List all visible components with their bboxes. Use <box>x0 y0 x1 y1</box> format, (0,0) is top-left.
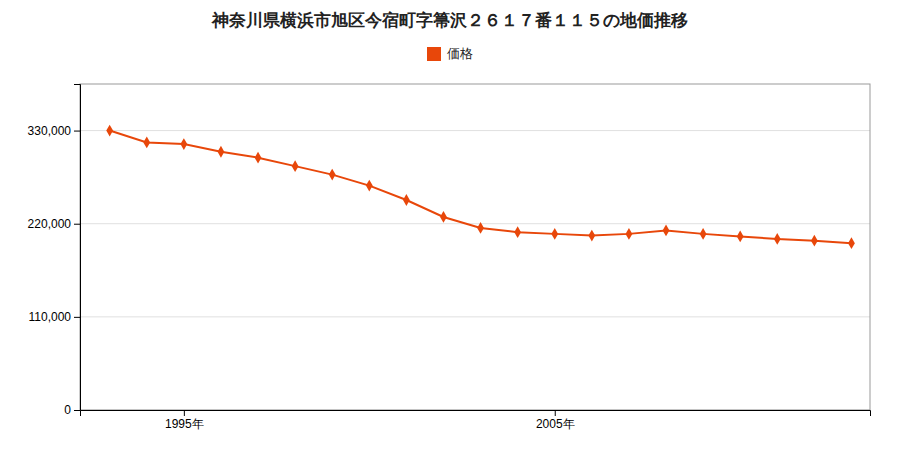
marker <box>440 211 447 223</box>
plot-area: 1995年 2005年 0 110,000 220,000 330,000 <box>28 84 871 431</box>
marker <box>626 228 633 240</box>
marker <box>180 138 187 150</box>
marker <box>848 237 855 249</box>
axis-line <box>81 411 871 417</box>
markers <box>106 125 855 249</box>
plot-frame <box>80 84 870 410</box>
tick: 220,000 <box>28 217 80 231</box>
tick-label: 0 <box>64 403 71 417</box>
legend-label: 価格 <box>447 46 473 61</box>
tick-mark <box>555 410 556 416</box>
tick-label: 1995年 <box>165 417 204 431</box>
tick: 2005年 <box>536 410 575 431</box>
tick-label: 330,000 <box>28 124 72 138</box>
axis-line <box>74 85 81 411</box>
marker <box>811 235 818 247</box>
marker <box>106 125 113 137</box>
marker <box>514 226 521 238</box>
marker <box>700 228 707 240</box>
marker <box>366 180 373 192</box>
chart-container: 神奈川県横浜市旭区今宿町字箒沢２６１７番１１５の地価推移1995年2005年01… <box>0 0 900 450</box>
marker <box>663 225 670 237</box>
marker <box>774 233 781 245</box>
tick-label: 220,000 <box>28 217 72 231</box>
chart-title: 神奈川県横浜市旭区今宿町字箒沢２６１７番１１５の地価推移 <box>211 10 688 30</box>
marker <box>588 230 595 242</box>
marker <box>551 228 558 240</box>
grid-line <box>80 223 870 224</box>
grid-line <box>80 316 870 317</box>
tick: 330,000 <box>28 124 80 138</box>
y-axis: 0 110,000 220,000 330,000 <box>28 85 81 418</box>
grid <box>80 131 870 410</box>
marker <box>292 160 299 172</box>
tick-mark <box>74 410 80 411</box>
marker <box>255 152 262 164</box>
legend: 価格 <box>427 46 473 61</box>
tick: 110,000 <box>29 310 81 324</box>
marker <box>737 231 744 243</box>
tick: 0 <box>64 403 80 417</box>
marker <box>403 194 410 206</box>
tick-mark <box>184 410 185 416</box>
tick-label: 110,000 <box>29 310 72 324</box>
tick-mark <box>74 317 80 318</box>
marker <box>143 137 150 149</box>
chart-svg: 神奈川県横浜市旭区今宿町字箒沢２６１７番１１５の地価推移1995年2005年01… <box>0 0 900 450</box>
tick-label: 2005年 <box>536 417 575 431</box>
marker <box>218 146 225 158</box>
x-axis: 1995年 2005年 <box>81 410 871 431</box>
tick: 1995年 <box>165 410 204 431</box>
tick-mark <box>74 224 80 225</box>
legend-item: 価格 <box>427 46 473 61</box>
marks <box>106 125 855 249</box>
series-line <box>110 131 852 244</box>
marker <box>329 169 336 181</box>
tick-mark <box>74 131 80 132</box>
marker <box>477 222 484 234</box>
grid-line <box>80 130 870 131</box>
legend-swatch <box>427 47 441 61</box>
